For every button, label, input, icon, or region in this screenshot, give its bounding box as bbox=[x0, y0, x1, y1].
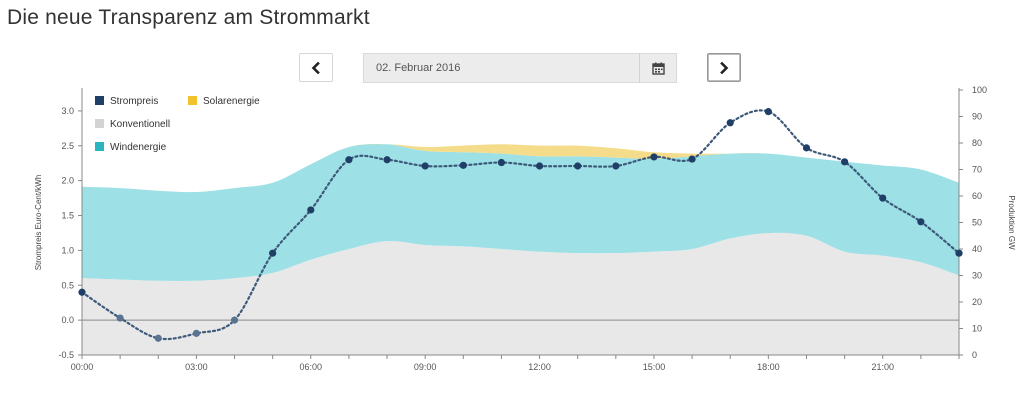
price-point bbox=[650, 153, 658, 161]
date-input[interactable]: 02. Februar 2016 bbox=[376, 62, 461, 74]
x-tick-label: 09:00 bbox=[414, 362, 437, 372]
y-right-tick-label: 50 bbox=[972, 218, 982, 228]
legend-label: Windenergie bbox=[110, 142, 167, 153]
y-right-tick-label: 80 bbox=[972, 138, 982, 148]
chevron-right-icon bbox=[720, 61, 729, 74]
y-left-tick-label: 1.0 bbox=[61, 245, 74, 255]
y-left-tick-label: 3.0 bbox=[61, 106, 74, 116]
y-right-tick-label: 10 bbox=[972, 324, 982, 334]
legend-swatch bbox=[95, 96, 104, 105]
legend-item-konventionell: Konventionell bbox=[95, 119, 170, 130]
y-right-tick-label: 60 bbox=[972, 191, 982, 201]
price-point bbox=[459, 161, 467, 169]
legend-swatch bbox=[95, 142, 104, 151]
price-point bbox=[269, 249, 277, 257]
legend-item-solarenergie: Solarenergie bbox=[188, 96, 260, 107]
price-point bbox=[383, 156, 391, 164]
price-point bbox=[497, 158, 506, 167]
y-left-tick-label: 2.0 bbox=[61, 176, 74, 186]
y-right-tick-label: 70 bbox=[972, 165, 982, 175]
x-tick-label: 00:00 bbox=[71, 362, 94, 372]
date-picker[interactable]: 02. Februar 2016 bbox=[363, 53, 677, 83]
price-point bbox=[917, 218, 925, 226]
legend-item-windenergie: Windenergie bbox=[95, 142, 167, 153]
y-right-tick-label: 30 bbox=[972, 271, 982, 281]
y-right-tick-label: 100 bbox=[972, 85, 987, 95]
price-point bbox=[421, 162, 429, 170]
price-point bbox=[879, 194, 887, 202]
x-tick-label: 06:00 bbox=[300, 362, 323, 372]
price-point bbox=[574, 162, 582, 170]
x-tick-label: 18:00 bbox=[757, 362, 780, 372]
price-point bbox=[535, 162, 544, 170]
price-point bbox=[955, 249, 963, 257]
page-title: Die neue Transparenz am Strommarkt bbox=[7, 6, 370, 29]
area-solarenergie bbox=[82, 143, 959, 193]
price-point bbox=[345, 156, 353, 164]
price-point bbox=[230, 316, 239, 324]
price-point bbox=[726, 119, 734, 127]
x-tick-label: 03:00 bbox=[185, 362, 208, 372]
price-point bbox=[116, 314, 124, 322]
price-point bbox=[688, 155, 696, 163]
next-day-button[interactable] bbox=[707, 53, 741, 82]
previous-day-button[interactable] bbox=[299, 53, 333, 82]
legend-label: Strompreis bbox=[110, 96, 158, 107]
price-point bbox=[307, 206, 315, 214]
x-tick-label: 15:00 bbox=[643, 362, 666, 372]
legend-item-strompreis: Strompreis bbox=[95, 96, 158, 107]
calendar-icon bbox=[651, 62, 665, 75]
price-point bbox=[154, 334, 162, 342]
chevron-left-icon bbox=[311, 61, 320, 74]
price-point bbox=[192, 329, 200, 337]
legend-swatch bbox=[188, 96, 197, 105]
calendar-button[interactable] bbox=[639, 54, 676, 82]
y-right-tick-label: 90 bbox=[972, 112, 982, 122]
price-point bbox=[78, 288, 86, 296]
y-right-tick-label: 40 bbox=[972, 244, 982, 254]
y-right-tick-label: 20 bbox=[972, 297, 982, 307]
price-point bbox=[612, 162, 620, 170]
y-left-tick-label: 1.5 bbox=[61, 211, 74, 221]
y-left-tick-label: 0.5 bbox=[61, 280, 74, 290]
y-right-tick-label: 0 bbox=[972, 350, 977, 360]
legend-label: Solarenergie bbox=[203, 96, 260, 107]
price-point bbox=[802, 144, 811, 152]
y-axis-left-title: Strompreis Euro-Cent/kWh bbox=[34, 175, 43, 271]
y-left-tick-label: 0.0 bbox=[61, 315, 74, 325]
price-point bbox=[841, 158, 849, 166]
legend-label: Konventionell bbox=[110, 119, 170, 130]
x-tick-label: 12:00 bbox=[528, 362, 551, 372]
price-point bbox=[764, 108, 772, 116]
area-windenergie bbox=[82, 143, 959, 282]
y-axis-right-title: Produktion GW bbox=[1007, 195, 1016, 250]
x-tick-label: 21:00 bbox=[871, 362, 894, 372]
legend-swatch bbox=[95, 119, 104, 128]
area-konventionell bbox=[82, 232, 959, 355]
y-left-tick-label: 2.5 bbox=[61, 141, 74, 151]
y-left-tick-label: -0.5 bbox=[58, 350, 74, 360]
